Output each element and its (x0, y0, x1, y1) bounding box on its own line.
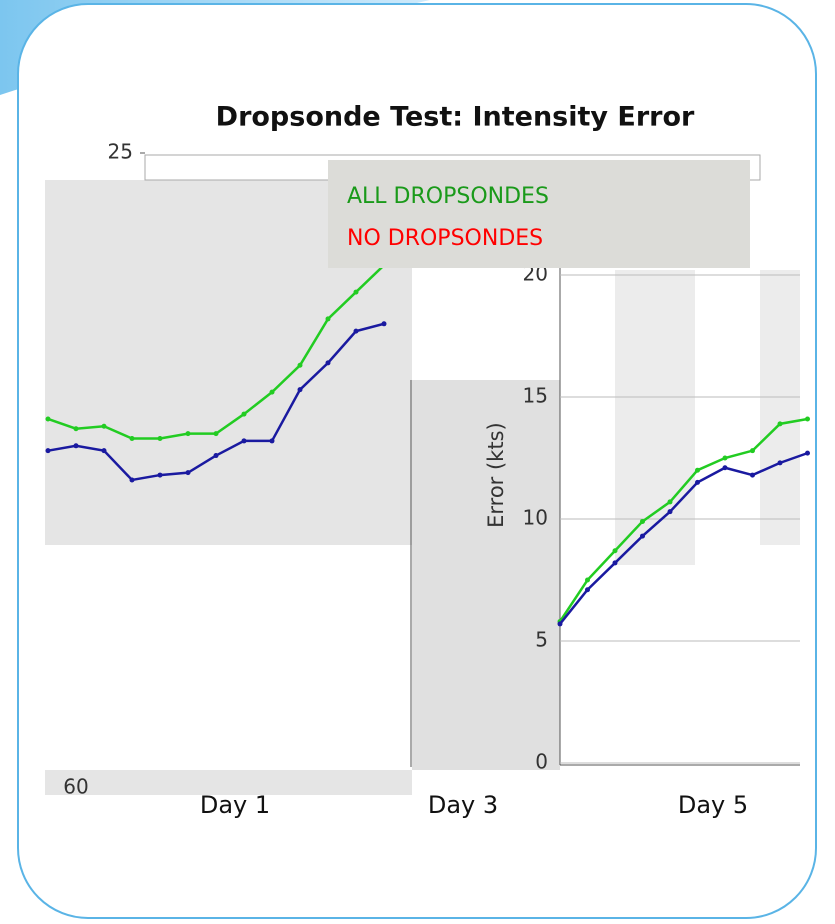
data-point (612, 560, 618, 566)
data-point (805, 450, 810, 456)
data-point (722, 465, 728, 471)
data-point (667, 499, 673, 505)
data-point (585, 577, 590, 583)
y-tick-label: 0 (535, 750, 548, 774)
data-point (805, 416, 810, 422)
data-point (45, 448, 51, 454)
data-point (129, 477, 135, 483)
data-point (722, 455, 728, 461)
legend-label: NO DROPSONDES (347, 226, 543, 251)
y-tick-label: 5 (535, 628, 548, 652)
data-point (640, 518, 645, 524)
series-line (558, 417, 808, 623)
legend: ALL DROPSONDES NO DROPSONDES (328, 160, 750, 268)
data-point (213, 453, 219, 459)
data-point (185, 431, 191, 437)
data-point (241, 438, 247, 444)
legend-label: ALL DROPSONDES (347, 184, 549, 209)
data-point (325, 360, 331, 366)
legend-box (328, 160, 750, 268)
y-tick-label: 15 (523, 384, 548, 408)
day-label: Day 1 (200, 791, 270, 819)
y-tick-label: 25 (108, 140, 133, 164)
data-point (695, 479, 700, 485)
panel-stripe (615, 270, 695, 565)
x-tick-label: 60 (63, 775, 88, 799)
data-point (777, 460, 783, 466)
data-point (269, 389, 275, 395)
panel-stripe (760, 270, 800, 545)
data-point (269, 438, 275, 444)
data-point (353, 328, 359, 334)
data-point (185, 470, 191, 476)
data-point (381, 321, 387, 327)
y-axis-label: Error (kts) (484, 422, 508, 528)
data-point (297, 387, 303, 393)
data-point (73, 426, 79, 432)
y-tick-label: 10 (523, 506, 548, 530)
data-point (750, 472, 755, 478)
data-point (750, 448, 755, 454)
panel-bg (45, 545, 412, 767)
day-label: Day 5 (678, 791, 748, 819)
axis-strip (45, 770, 412, 795)
chart-title: Dropsonde Test: Intensity Error (216, 102, 695, 133)
data-point (157, 472, 163, 478)
data-point (101, 448, 107, 454)
data-point (353, 289, 359, 295)
data-point (157, 435, 163, 441)
data-point (557, 621, 563, 627)
data-point (213, 431, 219, 437)
data-point (640, 533, 645, 539)
panel-gap (412, 380, 560, 770)
data-point (325, 316, 331, 322)
data-point (73, 443, 79, 449)
data-point (297, 362, 303, 368)
data-point (695, 467, 700, 473)
data-point (129, 435, 135, 441)
data-point (667, 509, 673, 515)
data-point (241, 411, 247, 417)
data-point (585, 587, 590, 593)
data-point (612, 548, 618, 554)
day-label: Day 3 (428, 791, 498, 819)
data-point (101, 423, 107, 429)
data-point (777, 421, 783, 427)
series-line (559, 451, 808, 625)
data-point (45, 416, 51, 422)
